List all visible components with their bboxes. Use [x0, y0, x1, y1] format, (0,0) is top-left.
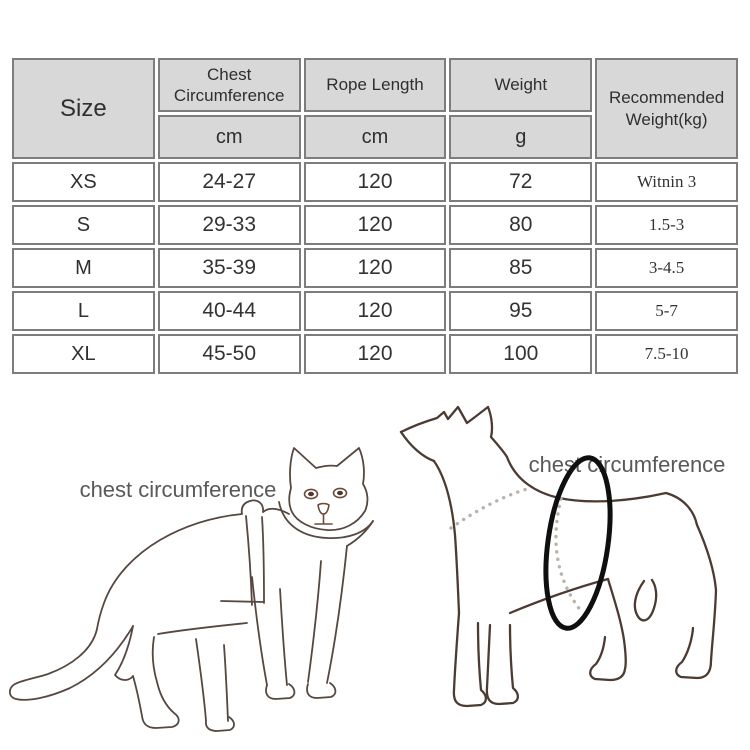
cell-weight: 85: [449, 248, 593, 288]
cell-weight: 100: [449, 334, 593, 374]
cat-front-paw-near: [265, 683, 296, 700]
column-header-recommended-weight: Recommended Weight(kg): [595, 58, 738, 159]
cell-rope: 120: [303, 162, 447, 202]
cell-chest: 24-27: [157, 162, 301, 202]
cell-chest: 40-44: [157, 291, 301, 331]
cell-rope: 120: [303, 248, 447, 288]
column-header-weight: Weight: [449, 58, 593, 112]
cat-front-leg-near-inner: [279, 588, 288, 686]
cat-mouth-icon: [314, 513, 333, 525]
chest-circumference-ellipse: [543, 455, 613, 631]
dog-neck-chest-line: [399, 430, 461, 615]
cell-size: L: [12, 291, 155, 331]
cat-front-paw-far: [306, 682, 337, 699]
cat-harness-strap-bottom: [220, 600, 265, 603]
cell-chest: 29-33: [157, 205, 301, 245]
dog-hind-leg: [589, 577, 627, 682]
cat-harness-strap-front: [245, 515, 253, 606]
cell-chest: 45-50: [157, 334, 301, 374]
dog-front-leg-near: [485, 623, 520, 706]
cell-rope: 120: [303, 205, 447, 245]
cell-size: S: [12, 205, 155, 245]
column-header-chest-circumference: Chest Circumference: [157, 58, 301, 112]
table-row-m: M 35-39 120 85 3-4.5: [12, 248, 738, 288]
dog-illustration: chest circumference: [399, 405, 726, 708]
dog-neck-dotted-line: [449, 487, 529, 530]
column-header-size: Size: [12, 58, 155, 159]
cell-weight: 95: [449, 291, 593, 331]
cell-rope: 120: [303, 334, 447, 374]
cat-left-eye-icon: [303, 488, 319, 500]
cell-size: M: [12, 248, 155, 288]
cat-right-eye-icon: [332, 487, 348, 499]
cat-belly-line: [157, 622, 248, 635]
cell-size: XL: [12, 334, 155, 374]
cell-chest: 35-39: [157, 248, 301, 288]
cat-front-leg-near: [251, 576, 268, 686]
table-row-s: S 29-33 120 80 1.5-3: [12, 205, 738, 245]
unit-weight-g: g: [449, 115, 593, 159]
table-row-l: L 40-44 120 95 5-7: [12, 291, 738, 331]
cell-recommended: 5-7: [595, 291, 738, 331]
cat-front-leg-far-inner: [307, 560, 322, 683]
cat-right-pupil-icon: [337, 490, 343, 496]
dog-body-outline: [399, 405, 718, 680]
cat-hind-leg: [114, 625, 180, 729]
cat-far-hind-leg-inner: [223, 644, 229, 722]
cell-weight: 72: [449, 162, 593, 202]
cat-body-outline: [8, 499, 290, 701]
cell-recommended: 7.5-10: [595, 334, 738, 374]
cat-head-outline: [288, 447, 369, 531]
cat-chest-circumference-label: chest circumference: [80, 477, 277, 502]
dog-front-leg-far: [452, 611, 488, 708]
cell-recommended: 3-4.5: [595, 248, 738, 288]
cat-nose-icon: [317, 502, 330, 515]
unit-chest-cm: cm: [157, 115, 301, 159]
unit-rope-cm: cm: [303, 115, 447, 159]
cell-recommended: Witnin 3: [595, 162, 738, 202]
cell-recommended: 1.5-3: [595, 205, 738, 245]
table-row-xl: XL 45-50 120 100 7.5-10: [12, 334, 738, 374]
cat-harness-strap-back: [261, 516, 265, 604]
cat-collar-ruff: [278, 501, 374, 539]
cat-front-leg-far: [326, 545, 348, 684]
dog-belly-line: [508, 577, 610, 615]
cell-rope: 120: [303, 291, 447, 331]
cat-illustration: chest circumference: [8, 447, 374, 732]
table-unit-row: cm cm g: [12, 115, 738, 159]
dog-chest-circumference-label: chest circumference: [529, 452, 726, 477]
dog-tail: [633, 578, 658, 622]
table-header-row: Size Chest Circumference Rope Length Wei…: [12, 58, 738, 159]
cell-size: XS: [12, 162, 155, 202]
cat-far-hind-paw: [204, 716, 235, 732]
cat-far-hind-leg: [195, 638, 207, 722]
size-table: Size Chest Circumference Rope Length Wei…: [9, 55, 741, 377]
cell-weight: 80: [449, 205, 593, 245]
column-header-rope-length: Rope Length: [303, 58, 447, 112]
table-row-xs: XS 24-27 120 72 Witnin 3: [12, 162, 738, 202]
cat-left-pupil-icon: [308, 491, 314, 497]
